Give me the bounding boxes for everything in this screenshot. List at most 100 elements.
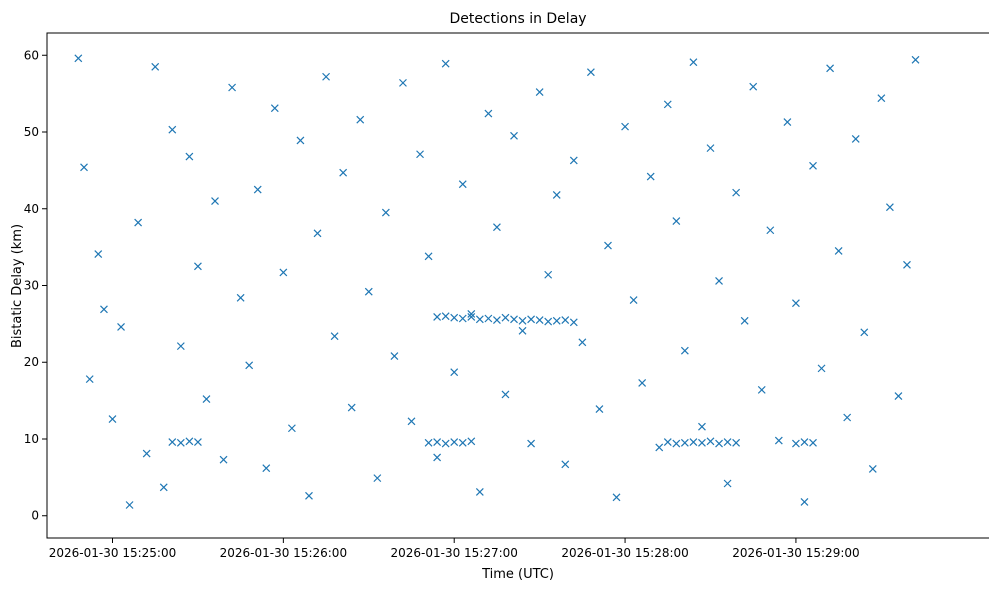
scatter-point bbox=[407, 417, 416, 426]
scatter-point bbox=[441, 439, 450, 448]
scatter-point bbox=[424, 252, 433, 261]
scatter-point bbox=[94, 250, 103, 258]
scatter-point bbox=[313, 229, 322, 238]
scatter-point bbox=[245, 361, 254, 370]
y-axis: 0 10 20 30 40 50 60 bbox=[24, 48, 47, 523]
scatter-point bbox=[85, 375, 94, 384]
scatter-point bbox=[433, 453, 442, 462]
scatter-point bbox=[834, 247, 843, 255]
scatter-point bbox=[868, 465, 877, 473]
scatter-point bbox=[381, 208, 390, 217]
scatter-point bbox=[723, 438, 732, 446]
scatter-point bbox=[578, 338, 587, 347]
scatter-point bbox=[894, 392, 903, 400]
scatter-point bbox=[552, 191, 561, 199]
scatter-point bbox=[74, 54, 83, 63]
scatter-point bbox=[202, 395, 211, 404]
scatter-point bbox=[698, 438, 706, 447]
scatter-point bbox=[142, 449, 151, 458]
scatter-point bbox=[843, 413, 852, 422]
x-tick-label: 2026-01-30 15:25:00 bbox=[49, 546, 176, 560]
scatter-point bbox=[108, 415, 117, 423]
scatter-point bbox=[450, 368, 459, 377]
y-tick-label: 40 bbox=[24, 202, 39, 216]
scatter-point bbox=[851, 134, 860, 143]
scatter-point bbox=[185, 152, 194, 161]
scatter-point bbox=[475, 315, 484, 324]
chart-title: Detections in Delay bbox=[449, 11, 586, 27]
scatter-point bbox=[176, 342, 185, 351]
scatter-point bbox=[433, 438, 442, 446]
scatter-point bbox=[193, 262, 202, 271]
scatter-point bbox=[544, 317, 553, 326]
scatter-point bbox=[621, 122, 629, 131]
scatter-point bbox=[740, 316, 749, 325]
scatter-point bbox=[458, 314, 467, 323]
scatter-point bbox=[176, 438, 185, 447]
scatter-point bbox=[510, 131, 518, 140]
scatter-point bbox=[467, 313, 476, 321]
scatter-point bbox=[535, 316, 544, 324]
scatter-point bbox=[723, 479, 732, 488]
scatter-point bbox=[629, 296, 638, 305]
scatter-point bbox=[791, 299, 800, 308]
scatter-point bbox=[903, 260, 911, 269]
scatter-point bbox=[732, 188, 741, 197]
scatter-point bbox=[655, 443, 664, 452]
scatter-point bbox=[809, 161, 817, 170]
x-tick-label: 2026-01-30 15:26:00 bbox=[220, 546, 347, 560]
scatter-point bbox=[390, 352, 399, 361]
scatter-point bbox=[817, 364, 826, 373]
scatter-point bbox=[433, 313, 442, 321]
scatter-point bbox=[715, 439, 723, 448]
x-tick-label: 2026-01-30 15:27:00 bbox=[390, 546, 517, 560]
scatter-point bbox=[458, 438, 467, 447]
scatter-point bbox=[484, 109, 493, 118]
scatter-point bbox=[698, 422, 706, 431]
scatter-point bbox=[791, 439, 800, 448]
scatter-point bbox=[689, 438, 698, 446]
scatter-point bbox=[569, 156, 578, 165]
scatter-point bbox=[809, 438, 817, 447]
x-axis-label: Time (UTC) bbox=[481, 567, 554, 582]
y-tick-label: 0 bbox=[31, 509, 39, 523]
scatter-point bbox=[296, 136, 305, 145]
scatter-point bbox=[501, 313, 510, 322]
scatter-point bbox=[646, 172, 655, 181]
scatter-point bbox=[595, 405, 604, 413]
scatter-point bbox=[125, 501, 134, 509]
scatter-point bbox=[672, 439, 681, 448]
scatter-point bbox=[347, 403, 356, 412]
scatter-point bbox=[228, 83, 237, 92]
scatter-point bbox=[330, 332, 339, 341]
scatter-point bbox=[467, 309, 476, 318]
scatter-point bbox=[689, 58, 698, 67]
scatter-point bbox=[450, 313, 459, 322]
scatter-point bbox=[305, 491, 313, 500]
y-axis-label: Bistatic Delay (km) bbox=[10, 224, 25, 348]
scatter-point bbox=[185, 437, 194, 446]
scatter-point bbox=[424, 438, 433, 447]
scatter-point bbox=[322, 72, 330, 81]
scatter-point bbox=[552, 316, 561, 325]
scatter-point bbox=[168, 125, 177, 134]
scatter-point bbox=[364, 287, 373, 296]
scatter-point bbox=[159, 483, 168, 492]
scatter-point bbox=[672, 217, 681, 225]
scatter-point bbox=[262, 464, 271, 473]
x-axis: 2026-01-30 15:25:00 2026-01-30 15:26:00 20… bbox=[49, 538, 860, 560]
scatter-point bbox=[458, 180, 467, 189]
scatter-point bbox=[527, 439, 536, 448]
scatter-point bbox=[510, 315, 518, 324]
scatter-point bbox=[680, 346, 689, 355]
scatter-point bbox=[604, 241, 612, 250]
scatter-point bbox=[706, 144, 715, 153]
scatter-point bbox=[151, 62, 160, 71]
scatter-point bbox=[663, 100, 672, 109]
scatter-point bbox=[253, 185, 262, 194]
y-tick-label: 50 bbox=[24, 125, 39, 139]
scatter-point bbox=[749, 82, 758, 91]
y-tick-label: 10 bbox=[24, 432, 39, 446]
scatter-point bbox=[80, 163, 88, 172]
